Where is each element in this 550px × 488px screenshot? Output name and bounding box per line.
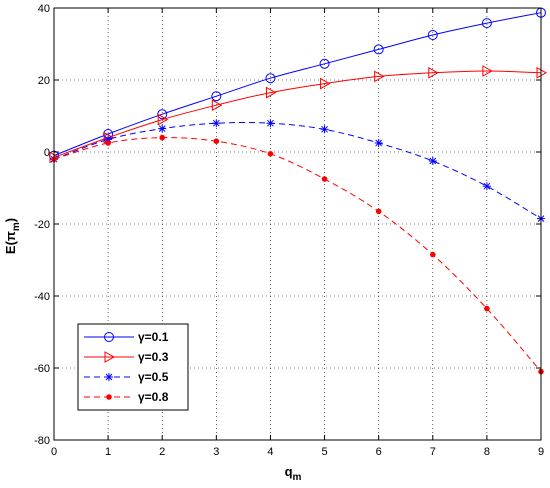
- data-point: [320, 77, 331, 90]
- data-point: [104, 351, 116, 363]
- data-point: [265, 73, 276, 84]
- data-point: [158, 124, 167, 133]
- data-point: [374, 139, 383, 147]
- data-point: [157, 113, 169, 126]
- legend: γ=0.1 γ=0.3 γ=0.5 γ=0.8: [77, 323, 189, 411]
- x-tick-label: 9: [538, 446, 544, 458]
- x-tick-label: 5: [321, 446, 327, 458]
- data-point: [265, 86, 277, 99]
- series: [49, 65, 548, 164]
- data-point: [321, 176, 328, 182]
- series-line: [53, 137, 542, 372]
- y-axis-label-close: ): [3, 218, 18, 222]
- x-tick-label: 1: [105, 446, 111, 458]
- data-point: [105, 373, 113, 381]
- data-point: [212, 119, 221, 128]
- data-point: [266, 119, 275, 128]
- data-point: [159, 134, 166, 141]
- data-point: [481, 18, 492, 29]
- x-tick-label: 4: [267, 446, 273, 458]
- data-point: [374, 70, 385, 83]
- y-tick-label: 40: [38, 3, 50, 15]
- ticks: 0 1 2 3 4 5 6 7 8 9 -80 -60 -40 -20 0 20 40: [34, 3, 544, 458]
- y-axis-label-subscript: m: [11, 222, 22, 231]
- legend-label: γ=0.3: [138, 350, 169, 364]
- x-tick-label: 8: [484, 446, 490, 458]
- series: [51, 134, 544, 375]
- data-point: [429, 251, 436, 258]
- legend-box: [77, 323, 189, 411]
- x-tick-label: 3: [213, 446, 219, 458]
- series-line: [53, 70, 542, 158]
- y-tick-label: 20: [38, 75, 50, 87]
- data-point: [267, 151, 274, 157]
- legend-label: γ=0.1: [138, 330, 169, 344]
- data-point: [373, 44, 384, 55]
- data-point: [319, 58, 330, 69]
- series-line: [53, 12, 542, 157]
- legend-label: γ=0.5: [138, 370, 169, 384]
- data-point: [106, 394, 112, 400]
- x-tick-label: 2: [159, 446, 165, 458]
- data-point: [428, 66, 439, 79]
- data-point: [104, 332, 114, 342]
- x-axis-label: qm: [285, 464, 302, 483]
- data-point: [320, 125, 329, 134]
- x-tick-label: 7: [430, 446, 436, 458]
- data-point: [105, 140, 111, 146]
- legend-item: γ=0.5: [84, 370, 169, 384]
- series-line: [53, 121, 542, 220]
- x-tick-label: 6: [376, 446, 382, 458]
- legend-item: γ=0.3: [84, 350, 169, 364]
- x-axis-label-subscript: m: [293, 472, 302, 483]
- data-point: [211, 99, 223, 112]
- data-point: [427, 30, 438, 40]
- data-point: [375, 208, 382, 215]
- data-point: [211, 91, 222, 102]
- legend-item: γ=0.8: [84, 390, 169, 404]
- data-point: [482, 65, 493, 77]
- legend-item: γ=0.1: [84, 330, 169, 344]
- grid: [54, 8, 541, 440]
- y-tick-label: -40: [34, 291, 50, 303]
- y-tick-label: -80: [34, 435, 50, 447]
- data-point: [213, 138, 220, 144]
- y-tick-label: 0: [44, 147, 50, 159]
- legend-label: γ=0.8: [138, 390, 169, 404]
- data-point: [482, 182, 491, 191]
- y-tick-label: -60: [34, 363, 50, 375]
- y-tick-label: -20: [34, 219, 50, 231]
- data-point: [484, 305, 490, 312]
- data-point: [428, 157, 437, 165]
- y-axis-label: E(πm): [3, 218, 22, 254]
- x-tick-label: 0: [51, 446, 57, 458]
